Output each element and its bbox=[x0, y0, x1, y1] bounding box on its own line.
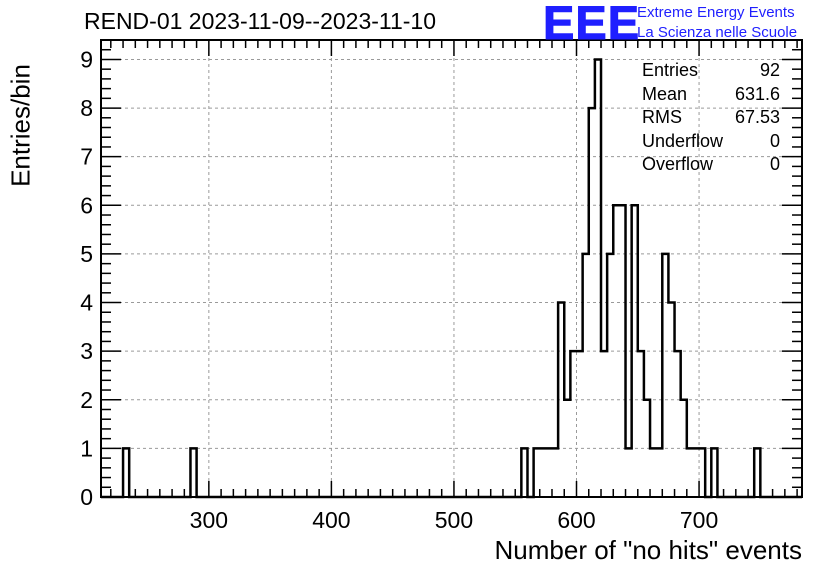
histogram-bin bbox=[656, 448, 662, 497]
tick-labels: 300 400 500 600 700 0 1 2 3 4 5 6 7 8 9 bbox=[80, 46, 718, 533]
logo-line-2: La Scienza nelle Scuole bbox=[637, 24, 798, 41]
histogram-bin bbox=[564, 400, 570, 497]
histogram-outline bbox=[101, 58, 802, 499]
stats-row-underflow: Underflow 0 bbox=[642, 130, 780, 154]
histogram-bin bbox=[644, 400, 650, 497]
stats-label: RMS bbox=[642, 107, 682, 127]
y-tick-label: 7 bbox=[80, 144, 93, 170]
stats-label: Entries bbox=[642, 60, 699, 80]
histogram-bin bbox=[638, 351, 644, 497]
histogram-bin bbox=[632, 205, 638, 497]
stats-value: 92 bbox=[759, 60, 780, 80]
histogram-bin bbox=[626, 448, 632, 497]
y-tick-label: 2 bbox=[80, 387, 93, 413]
stats-label: Overflow bbox=[642, 154, 714, 174]
y-tick-label: 8 bbox=[80, 95, 93, 121]
histogram-bin bbox=[699, 448, 705, 497]
x-tick-label: 600 bbox=[557, 507, 595, 533]
stats-value: 0 bbox=[769, 154, 780, 174]
histogram-bin bbox=[668, 303, 674, 497]
histogram-bin bbox=[687, 448, 693, 497]
histogram-bin bbox=[540, 448, 546, 497]
x-axis-label: Number of "no hits" events bbox=[494, 535, 803, 565]
stats-label: Underflow bbox=[642, 130, 724, 151]
y-tick-label: 5 bbox=[80, 241, 93, 267]
histogram-bin bbox=[754, 448, 760, 497]
y-tick-label: 1 bbox=[80, 435, 93, 461]
plot-frame bbox=[100, 39, 803, 498]
histogram-bin bbox=[190, 448, 196, 497]
y-tick-label: 9 bbox=[80, 46, 93, 72]
histogram-bin bbox=[619, 205, 625, 497]
chart-title: REND-01 2023-11-09--2023-11-10 bbox=[84, 8, 437, 34]
histogram-bin bbox=[583, 254, 589, 497]
x-tick-label: 300 bbox=[190, 507, 228, 533]
histogram-bin bbox=[693, 448, 699, 497]
axis-ticks bbox=[101, 39, 802, 498]
histogram-bin bbox=[534, 448, 540, 497]
x-tick-label: 500 bbox=[435, 507, 473, 533]
histogram-bin bbox=[613, 205, 619, 497]
histogram-bin bbox=[662, 254, 668, 497]
logo-caption: Extreme Energy Events La Scienza nelle S… bbox=[637, 3, 797, 43]
histogram-bin bbox=[607, 254, 613, 497]
logo-line-1: Extreme Energy Events bbox=[637, 4, 795, 21]
x-tick-label: 700 bbox=[680, 507, 718, 533]
stats-row-overflow: Overflow 0 bbox=[642, 153, 780, 177]
y-tick-label: 4 bbox=[80, 290, 93, 316]
histogram-bin bbox=[570, 351, 576, 497]
stats-value: 631.6 bbox=[734, 83, 780, 104]
eee-logo: EEE bbox=[542, 0, 641, 49]
stats-value: 67.53 bbox=[734, 107, 780, 127]
histogram-bin bbox=[521, 448, 527, 497]
stats-label: Mean bbox=[642, 83, 688, 104]
y-axis-label: Entries/bin bbox=[5, 64, 36, 187]
histogram-bin bbox=[681, 400, 687, 497]
histogram-bin bbox=[546, 448, 552, 497]
stats-row-entries: Entries 92 bbox=[642, 59, 780, 83]
histogram-bin bbox=[595, 59, 601, 497]
histogram-bin bbox=[552, 448, 558, 497]
histogram-bars bbox=[101, 58, 802, 499]
stats-value: 0 bbox=[769, 130, 780, 151]
histogram-bin bbox=[577, 351, 583, 497]
histogram-bin bbox=[601, 351, 607, 497]
x-tick-label: 400 bbox=[312, 507, 350, 533]
stats-box: Entries 92 Mean 631.6 RMS 67.53 Underflo… bbox=[642, 59, 780, 177]
stats-row-mean: Mean 631.6 bbox=[642, 83, 780, 107]
histogram-bin bbox=[123, 448, 129, 497]
y-tick-label: 0 bbox=[80, 484, 93, 510]
histogram-bin bbox=[711, 448, 717, 497]
y-tick-label: 6 bbox=[80, 192, 93, 218]
stats-row-rms: RMS 67.53 bbox=[642, 106, 780, 130]
y-tick-label: 3 bbox=[80, 338, 93, 364]
histogram-bin bbox=[675, 351, 681, 497]
histogram-bin bbox=[589, 108, 595, 497]
histogram-bin bbox=[650, 448, 656, 497]
histogram-bin bbox=[558, 303, 564, 497]
